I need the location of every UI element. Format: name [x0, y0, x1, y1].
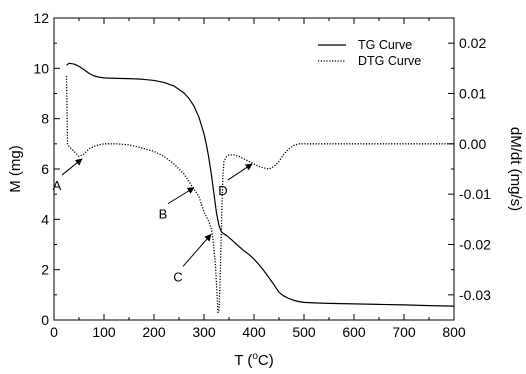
y-right-tick-label: 0.02 [459, 35, 486, 51]
x-tick-label: 300 [192, 324, 216, 340]
y-right-tick-label: 0.00 [459, 136, 486, 152]
y-right-axis-ticks: 0.02 0.01 0.00 -0.01 -0.02 -0.03 [448, 35, 491, 321]
y-left-axis-label: M (mg) [7, 145, 24, 193]
dtg-curve-line [65, 75, 454, 314]
annotation-label-c: C [173, 269, 182, 284]
series-layer [65, 62, 455, 314]
x-tick-label: 600 [342, 324, 366, 340]
legend: TG Curve DTG Curve [318, 38, 421, 68]
annotation-arrow-a [61, 158, 83, 176]
x-tick-label: 800 [442, 324, 466, 340]
x-axis-ticks: 0 100 200 300 400 500 600 700 800 [50, 18, 466, 340]
legend-label-tg: TG Curve [358, 38, 412, 52]
y-right-tick-label: -0.03 [459, 287, 491, 303]
y-left-tick-label: 2 [41, 262, 49, 278]
x-tick-label: 0 [50, 324, 58, 340]
annotation-arrow-c [182, 233, 212, 267]
annotation-arrow-b [167, 187, 195, 205]
annotation-arrow-d [227, 163, 253, 181]
x-tick-label: 100 [92, 324, 116, 340]
y-left-tick-label: 10 [33, 60, 49, 76]
x-tick-label: 200 [142, 324, 166, 340]
x-tick-label: 500 [292, 324, 316, 340]
y-right-tick-label: -0.02 [459, 237, 491, 253]
y-right-axis-label: dM/dt (mg/s) [507, 127, 524, 211]
annotation-label-b: B [159, 207, 168, 222]
tg-curve-line [66, 62, 455, 307]
annotation-layer: A B C D [53, 158, 253, 284]
legend-label-dtg: DTG Curve [358, 54, 421, 68]
y-left-tick-label: 12 [33, 10, 49, 26]
y-left-axis-ticks: 0 2 4 6 8 10 12 [33, 10, 60, 328]
annotation-label-a: A [53, 178, 62, 193]
annotation-label-d: D [218, 183, 227, 198]
y-right-tick-label: -0.01 [459, 186, 491, 202]
y-left-tick-label: 8 [41, 111, 49, 127]
x-axis-label: T (oC) [234, 351, 273, 369]
y-left-tick-label: 6 [41, 161, 49, 177]
y-left-tick-label: 4 [41, 211, 49, 227]
y-left-tick-label: 0 [41, 312, 49, 328]
x-tick-label: 400 [242, 324, 266, 340]
x-tick-label: 700 [392, 324, 416, 340]
y-right-tick-label: 0.01 [459, 86, 486, 102]
